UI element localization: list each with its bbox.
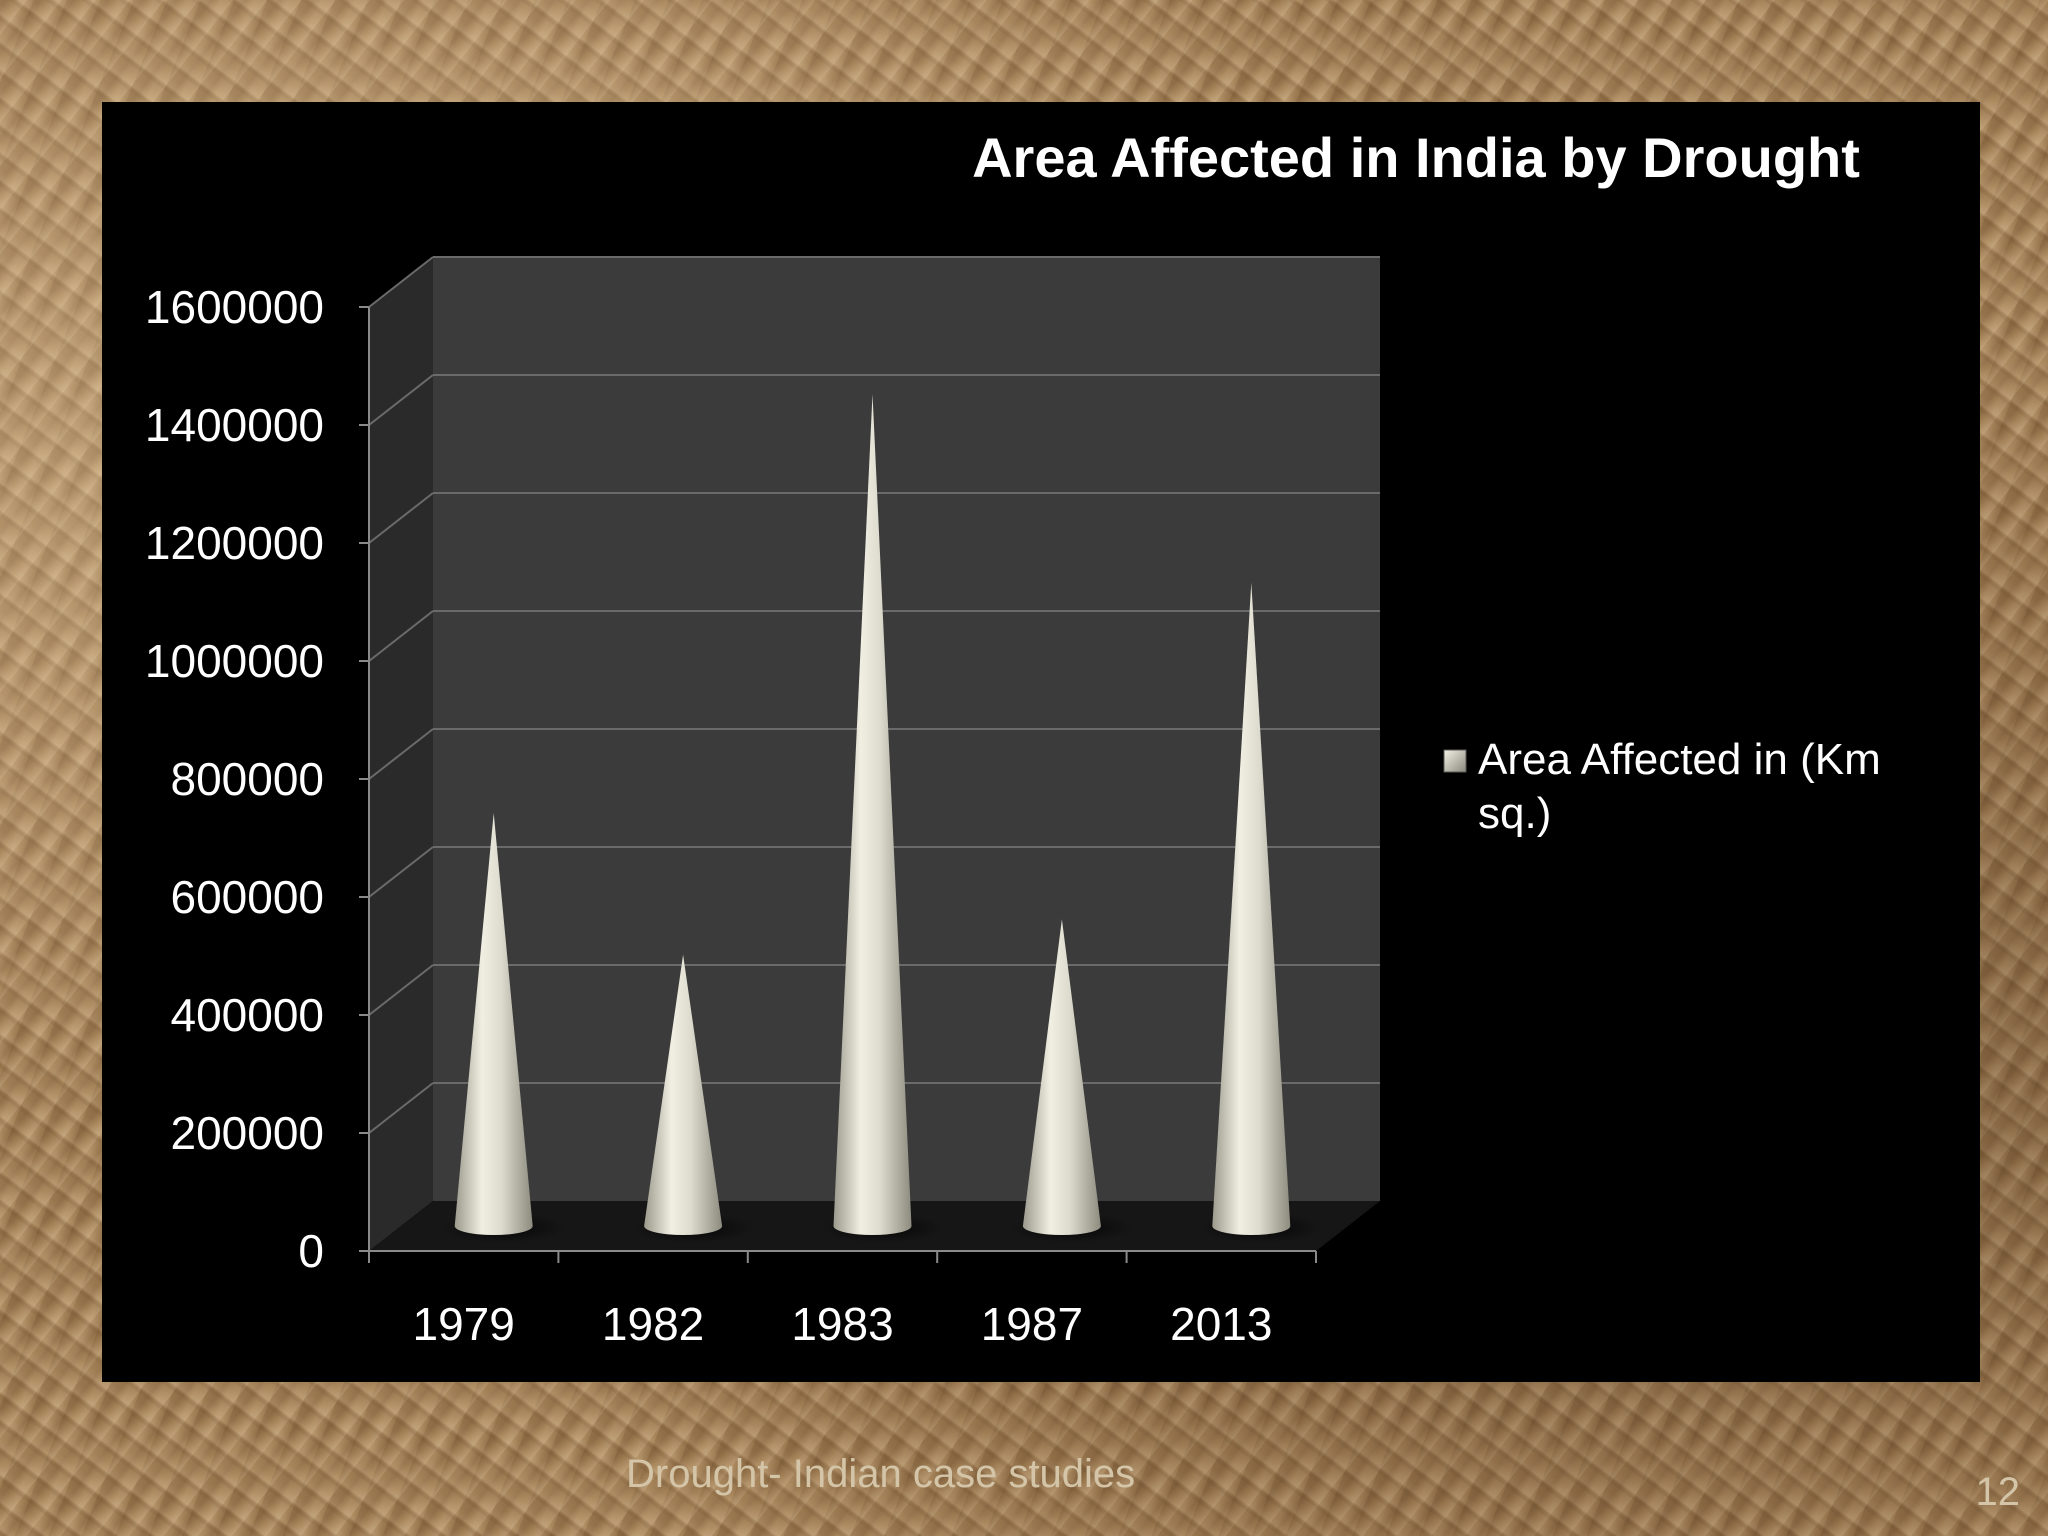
y-tick-label: 800000	[171, 753, 325, 805]
x-tick-label: 1982	[602, 1298, 704, 1350]
y-tick-label: 0	[298, 1225, 324, 1277]
y-tick-label: 1000000	[145, 635, 324, 687]
y-axis-ticks: 0 200000 400000 600000 800000 1000000 1200000 1…	[145, 281, 369, 1277]
cone-2013	[1212, 582, 1291, 1235]
cone-1982	[644, 954, 723, 1235]
cone-1987	[1022, 919, 1101, 1235]
x-axis-ticks: 1979 1982 1983 1987 2013	[368, 1251, 1317, 1350]
x-tick-label: 1979	[413, 1298, 515, 1350]
chart-title: Area Affected in India by Drought	[972, 126, 1860, 189]
gridlines	[368, 256, 1380, 1134]
gridline-side	[368, 492, 434, 544]
y-tick-label: 1400000	[145, 399, 324, 451]
y-tick-label: 1600000	[145, 281, 324, 333]
chart-panel: 0 200000 400000 600000 800000 1000000 1200000 1…	[102, 102, 1980, 1382]
y-tick-label: 400000	[171, 989, 325, 1041]
cone-series	[442, 394, 1323, 1243]
gridline-side	[368, 374, 434, 426]
x-tick-label: 2013	[1170, 1298, 1272, 1350]
gridline-side	[368, 1082, 434, 1134]
x-tick-label: 1987	[981, 1298, 1083, 1350]
legend-swatch	[1443, 749, 1467, 773]
y-tick-label: 1200000	[145, 517, 324, 569]
legend: Area Affected in (Km sq.)	[1443, 735, 1881, 838]
legend-label-line2: sq.)	[1478, 789, 1551, 838]
footer-text: Drought- Indian case studies	[626, 1452, 1136, 1496]
gridline-side	[368, 846, 434, 898]
x-tick-label: 1983	[791, 1298, 893, 1350]
y-tick-label: 200000	[171, 1107, 325, 1159]
cone-1979	[454, 813, 533, 1235]
y-tick-label: 600000	[171, 871, 325, 923]
legend-label-line1: Area Affected in (Km	[1478, 735, 1881, 784]
chart-svg: 0 200000 400000 600000 800000 1000000 1200000 1…	[145, 126, 1881, 1350]
gridline-side	[368, 256, 434, 308]
gridline-side	[368, 728, 434, 780]
gridline-side	[368, 964, 434, 1016]
slide-number: 12	[1975, 1470, 2021, 1514]
cone-1983	[833, 394, 912, 1236]
gridline-side	[368, 610, 434, 662]
